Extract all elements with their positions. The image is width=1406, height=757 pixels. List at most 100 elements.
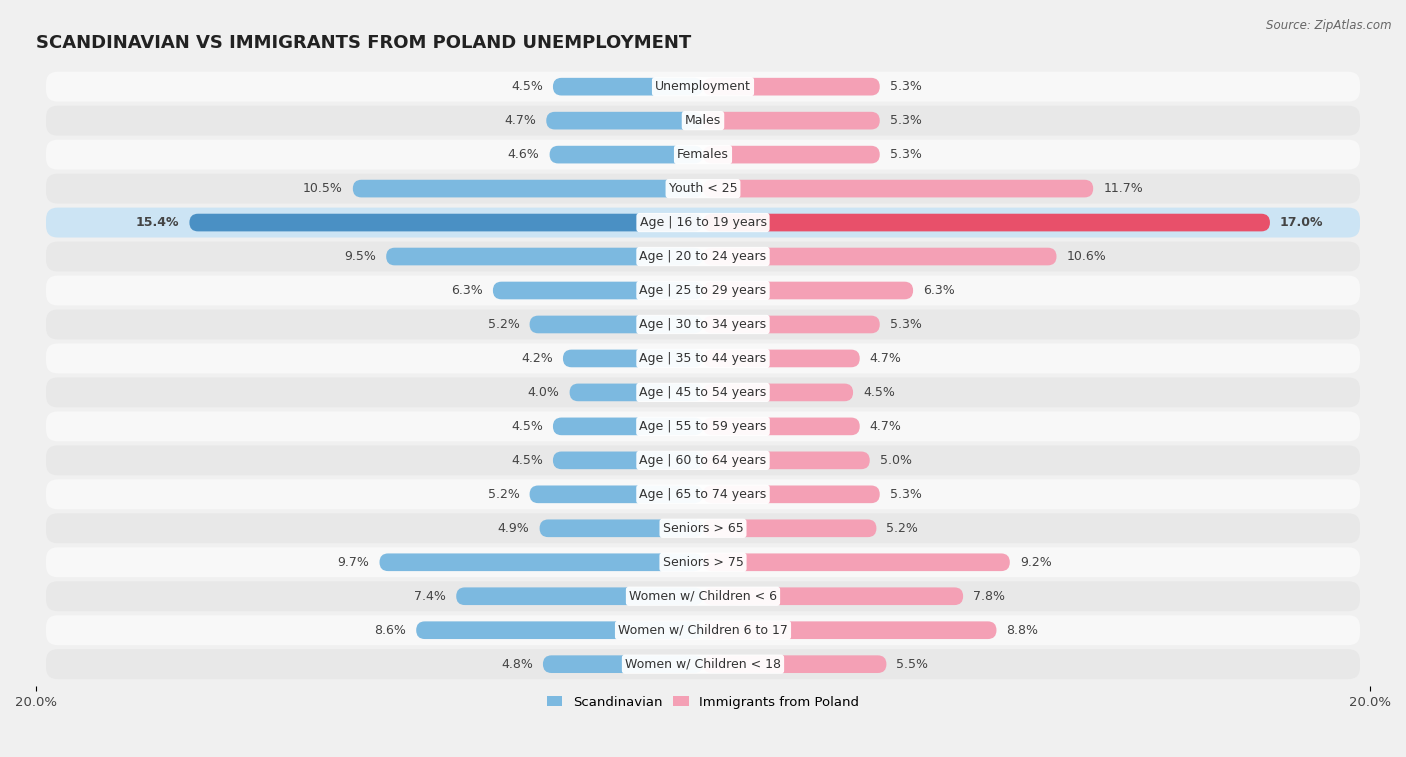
Text: Age | 65 to 74 years: Age | 65 to 74 years	[640, 488, 766, 501]
Text: Women w/ Children < 18: Women w/ Children < 18	[626, 658, 780, 671]
FancyBboxPatch shape	[387, 248, 703, 266]
FancyBboxPatch shape	[547, 112, 703, 129]
FancyBboxPatch shape	[46, 310, 1360, 339]
Text: 5.3%: 5.3%	[890, 148, 922, 161]
FancyBboxPatch shape	[703, 248, 1056, 266]
Text: 9.5%: 9.5%	[344, 250, 377, 263]
FancyBboxPatch shape	[190, 213, 703, 232]
FancyBboxPatch shape	[416, 621, 703, 639]
FancyBboxPatch shape	[703, 418, 859, 435]
Text: Seniors > 65: Seniors > 65	[662, 522, 744, 534]
FancyBboxPatch shape	[46, 445, 1360, 475]
Text: Age | 30 to 34 years: Age | 30 to 34 years	[640, 318, 766, 331]
Text: 4.7%: 4.7%	[505, 114, 536, 127]
FancyBboxPatch shape	[46, 479, 1360, 509]
FancyBboxPatch shape	[703, 146, 880, 164]
FancyBboxPatch shape	[703, 179, 1094, 198]
Text: 5.2%: 5.2%	[886, 522, 918, 534]
FancyBboxPatch shape	[703, 213, 1270, 232]
FancyBboxPatch shape	[46, 378, 1360, 407]
FancyBboxPatch shape	[540, 519, 703, 537]
Text: Source: ZipAtlas.com: Source: ZipAtlas.com	[1267, 19, 1392, 32]
FancyBboxPatch shape	[46, 72, 1360, 101]
Text: 4.5%: 4.5%	[863, 386, 896, 399]
FancyBboxPatch shape	[353, 179, 703, 198]
FancyBboxPatch shape	[703, 485, 880, 503]
Text: 6.3%: 6.3%	[451, 284, 482, 297]
Text: Women w/ Children < 6: Women w/ Children < 6	[628, 590, 778, 603]
Text: 4.7%: 4.7%	[870, 420, 901, 433]
Text: 4.5%: 4.5%	[510, 80, 543, 93]
FancyBboxPatch shape	[46, 173, 1360, 204]
FancyBboxPatch shape	[46, 581, 1360, 611]
FancyBboxPatch shape	[46, 412, 1360, 441]
FancyBboxPatch shape	[553, 78, 703, 95]
Text: 5.3%: 5.3%	[890, 114, 922, 127]
Text: 9.7%: 9.7%	[337, 556, 370, 569]
FancyBboxPatch shape	[46, 650, 1360, 679]
Text: 5.3%: 5.3%	[890, 488, 922, 501]
FancyBboxPatch shape	[46, 276, 1360, 305]
Text: 4.5%: 4.5%	[510, 420, 543, 433]
Text: Age | 45 to 54 years: Age | 45 to 54 years	[640, 386, 766, 399]
Text: 4.9%: 4.9%	[498, 522, 530, 534]
FancyBboxPatch shape	[530, 485, 703, 503]
FancyBboxPatch shape	[46, 513, 1360, 544]
Text: 5.2%: 5.2%	[488, 488, 520, 501]
Text: Age | 55 to 59 years: Age | 55 to 59 years	[640, 420, 766, 433]
Text: 15.4%: 15.4%	[136, 216, 180, 229]
Text: 5.5%: 5.5%	[897, 658, 928, 671]
Text: Females: Females	[678, 148, 728, 161]
FancyBboxPatch shape	[456, 587, 703, 605]
FancyBboxPatch shape	[553, 451, 703, 469]
FancyBboxPatch shape	[703, 621, 997, 639]
Text: 5.3%: 5.3%	[890, 80, 922, 93]
Text: Males: Males	[685, 114, 721, 127]
FancyBboxPatch shape	[46, 207, 1360, 238]
Text: 6.3%: 6.3%	[924, 284, 955, 297]
Text: 4.2%: 4.2%	[522, 352, 553, 365]
FancyBboxPatch shape	[494, 282, 703, 299]
Text: 7.8%: 7.8%	[973, 590, 1005, 603]
FancyBboxPatch shape	[46, 344, 1360, 373]
FancyBboxPatch shape	[553, 418, 703, 435]
FancyBboxPatch shape	[543, 656, 703, 673]
Text: 7.4%: 7.4%	[415, 590, 446, 603]
Text: 4.5%: 4.5%	[510, 454, 543, 467]
Text: 10.6%: 10.6%	[1067, 250, 1107, 263]
Text: 5.0%: 5.0%	[880, 454, 911, 467]
Text: 11.7%: 11.7%	[1104, 182, 1143, 195]
Text: 17.0%: 17.0%	[1279, 216, 1323, 229]
FancyBboxPatch shape	[703, 78, 880, 95]
Text: 5.2%: 5.2%	[488, 318, 520, 331]
FancyBboxPatch shape	[562, 350, 703, 367]
FancyBboxPatch shape	[530, 316, 703, 333]
Text: Age | 35 to 44 years: Age | 35 to 44 years	[640, 352, 766, 365]
Text: 10.5%: 10.5%	[302, 182, 343, 195]
FancyBboxPatch shape	[550, 146, 703, 164]
FancyBboxPatch shape	[703, 112, 880, 129]
FancyBboxPatch shape	[46, 106, 1360, 136]
Text: 4.6%: 4.6%	[508, 148, 540, 161]
Text: 4.0%: 4.0%	[527, 386, 560, 399]
FancyBboxPatch shape	[703, 451, 870, 469]
FancyBboxPatch shape	[46, 140, 1360, 170]
FancyBboxPatch shape	[703, 350, 859, 367]
FancyBboxPatch shape	[703, 587, 963, 605]
FancyBboxPatch shape	[703, 384, 853, 401]
Text: Unemployment: Unemployment	[655, 80, 751, 93]
Text: 8.8%: 8.8%	[1007, 624, 1039, 637]
FancyBboxPatch shape	[46, 241, 1360, 272]
Text: Women w/ Children 6 to 17: Women w/ Children 6 to 17	[619, 624, 787, 637]
Text: Age | 25 to 29 years: Age | 25 to 29 years	[640, 284, 766, 297]
Text: 9.2%: 9.2%	[1019, 556, 1052, 569]
FancyBboxPatch shape	[703, 656, 886, 673]
Text: Age | 20 to 24 years: Age | 20 to 24 years	[640, 250, 766, 263]
Text: Age | 60 to 64 years: Age | 60 to 64 years	[640, 454, 766, 467]
Text: Age | 16 to 19 years: Age | 16 to 19 years	[640, 216, 766, 229]
FancyBboxPatch shape	[46, 547, 1360, 577]
Legend: Scandinavian, Immigrants from Poland: Scandinavian, Immigrants from Poland	[541, 690, 865, 714]
Text: 4.7%: 4.7%	[870, 352, 901, 365]
FancyBboxPatch shape	[46, 615, 1360, 645]
FancyBboxPatch shape	[569, 384, 703, 401]
